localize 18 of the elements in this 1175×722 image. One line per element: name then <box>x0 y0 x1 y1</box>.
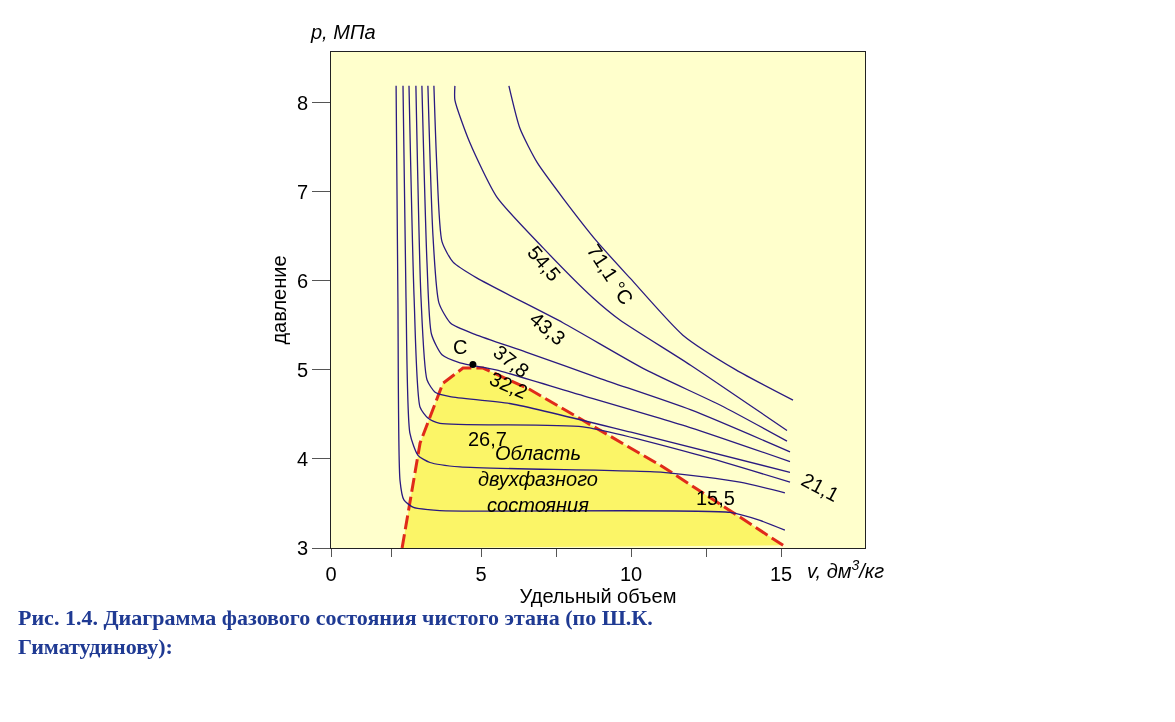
text: 21,1 <box>797 468 843 507</box>
y-axis-title: давление <box>268 255 291 345</box>
y-tick-label: 6 <box>296 269 308 292</box>
x-tick-label: 15 <box>769 563 793 585</box>
text: 43,3 <box>525 307 570 350</box>
y-tick-label: 8 <box>296 91 308 114</box>
y-tick-label: 3 <box>296 537 308 559</box>
y-tick-label: 5 <box>296 358 308 381</box>
y-tick-label: 7 <box>296 180 308 203</box>
text: p, МПа <box>310 21 376 43</box>
series-label: 15,5 <box>696 487 735 509</box>
x-tick-label: 5 <box>475 563 487 585</box>
x-tick-label: 10 <box>619 563 643 585</box>
series-label: C <box>453 336 468 359</box>
x-axis-title: Удельный объем <box>519 585 677 607</box>
text: v, дм$^{3}$/кг <box>807 557 885 583</box>
y-tick-label: 4 <box>296 447 308 470</box>
x-tick-label: 0 <box>325 563 337 585</box>
